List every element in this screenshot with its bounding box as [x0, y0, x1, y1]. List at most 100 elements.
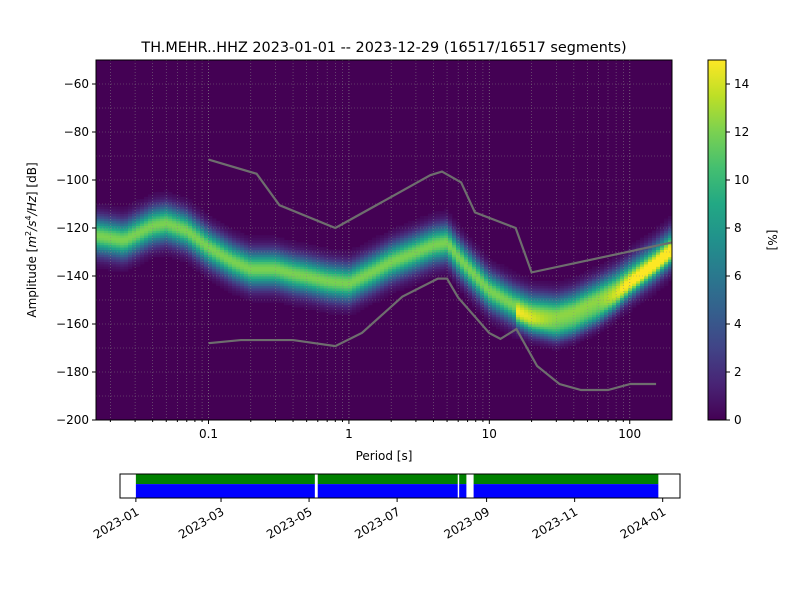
heatmap-cell — [304, 304, 309, 308]
heatmap-cell — [212, 220, 217, 224]
heatmap-cell — [600, 266, 605, 270]
heatmap-cell — [608, 309, 613, 313]
heatmap-cell — [332, 312, 337, 315]
heatmap-cell — [220, 280, 225, 284]
heatmap-cell — [324, 247, 329, 250]
heatmap-cell — [660, 283, 665, 286]
heatmap-cell — [652, 273, 657, 277]
heatmap-cell — [464, 240, 469, 243]
heatmap-cell — [204, 252, 209, 255]
heatmap-cell — [144, 247, 149, 250]
heatmap-cell — [568, 280, 573, 284]
heatmap-cell — [500, 268, 505, 272]
heatmap-cell — [408, 242, 413, 246]
heatmap-cell — [520, 324, 525, 327]
heatmap-cell — [636, 242, 641, 246]
heatmap-cell — [492, 324, 497, 327]
heatmap-cell — [384, 254, 389, 258]
heatmap-cell — [536, 314, 541, 318]
heatmap-cell — [368, 278, 373, 282]
heatmap-cell — [516, 276, 521, 279]
heatmap-cell — [544, 288, 549, 291]
heatmap-cell — [292, 302, 297, 306]
heatmap-cell — [224, 271, 229, 274]
heatmap-cell — [652, 240, 657, 243]
heatmap-cell — [212, 242, 217, 246]
heatmap-cell — [512, 280, 517, 284]
heatmap-cell — [160, 201, 165, 205]
heatmap-cell — [396, 249, 401, 253]
heatmap-cell — [588, 300, 593, 303]
heatmap-cell — [124, 242, 129, 246]
heatmap-cell — [124, 228, 129, 231]
heatmap-cell — [460, 273, 465, 277]
heatmap-cell — [284, 295, 289, 298]
heatmap-cell — [236, 252, 241, 255]
heatmap-cell — [464, 266, 469, 270]
heatmap-cell — [468, 242, 473, 246]
heatmap-cell — [144, 237, 149, 241]
heatmap-cell — [580, 280, 585, 284]
heatmap-cell — [312, 276, 317, 279]
heatmap-cell — [132, 211, 137, 214]
heatmap-cell — [448, 216, 453, 219]
heatmap-cell — [472, 247, 477, 250]
heatmap-cell — [220, 268, 225, 272]
heatmap-cell — [400, 237, 405, 241]
heatmap-cell — [632, 264, 637, 267]
heatmap-cell — [500, 302, 505, 306]
heatmap-cell — [208, 218, 213, 222]
heatmap-cell — [472, 278, 477, 282]
heatmap-cell — [196, 230, 201, 234]
heatmap-cell — [144, 213, 149, 217]
heatmap-cell — [256, 249, 261, 253]
heatmap-cell — [600, 290, 605, 294]
heatmap-cell — [600, 271, 605, 274]
heatmap-cell — [452, 232, 457, 236]
heatmap-cell — [380, 256, 385, 260]
heatmap-cell — [392, 228, 397, 231]
heatmap-cell — [284, 249, 289, 253]
heatmap-cell — [652, 271, 657, 274]
heatmap-cell — [648, 240, 653, 243]
heatmap-cell — [540, 300, 545, 303]
heatmap-cell — [548, 292, 553, 296]
heatmap-cell — [128, 252, 133, 255]
heatmap-cell — [576, 307, 581, 310]
heatmap-cell — [564, 326, 569, 330]
heatmap-cell — [560, 343, 565, 346]
heatmap-cell — [588, 328, 593, 332]
heatmap-cell — [668, 237, 673, 241]
heatmap-cell — [476, 288, 481, 291]
heatmap-cell — [404, 249, 409, 253]
heatmap-cell — [588, 324, 593, 327]
heatmap-cell — [348, 307, 353, 310]
heatmap-cell — [460, 268, 465, 272]
heatmap-cell — [192, 225, 197, 229]
heatmap-cell — [232, 242, 237, 246]
heatmap-cell — [116, 213, 121, 217]
heatmap-cell — [452, 252, 457, 255]
heatmap-cell — [560, 292, 565, 296]
heatmap-cell — [336, 252, 341, 255]
heatmap-cell — [484, 297, 489, 301]
heatmap-cell — [556, 290, 561, 294]
heatmap-cell — [648, 252, 653, 255]
heatmap-cell — [124, 225, 129, 229]
heatmap-cell — [140, 242, 145, 246]
heatmap-cell — [408, 276, 413, 279]
heatmap-cell — [268, 264, 273, 267]
heatmap-cell — [180, 196, 185, 200]
heatmap-cell — [236, 285, 241, 289]
heatmap-cell — [328, 276, 333, 279]
heatmap-cell — [572, 331, 577, 334]
heatmap-cell — [148, 196, 153, 200]
heatmap-cell — [520, 280, 525, 284]
heatmap-cell — [636, 268, 641, 272]
heatmap-cell — [464, 283, 469, 286]
heatmap-cell — [200, 271, 205, 274]
heatmap-cell — [348, 280, 353, 284]
heatmap-cell — [212, 268, 217, 272]
heatmap-cell — [572, 280, 577, 284]
heatmap-cell — [372, 300, 377, 303]
